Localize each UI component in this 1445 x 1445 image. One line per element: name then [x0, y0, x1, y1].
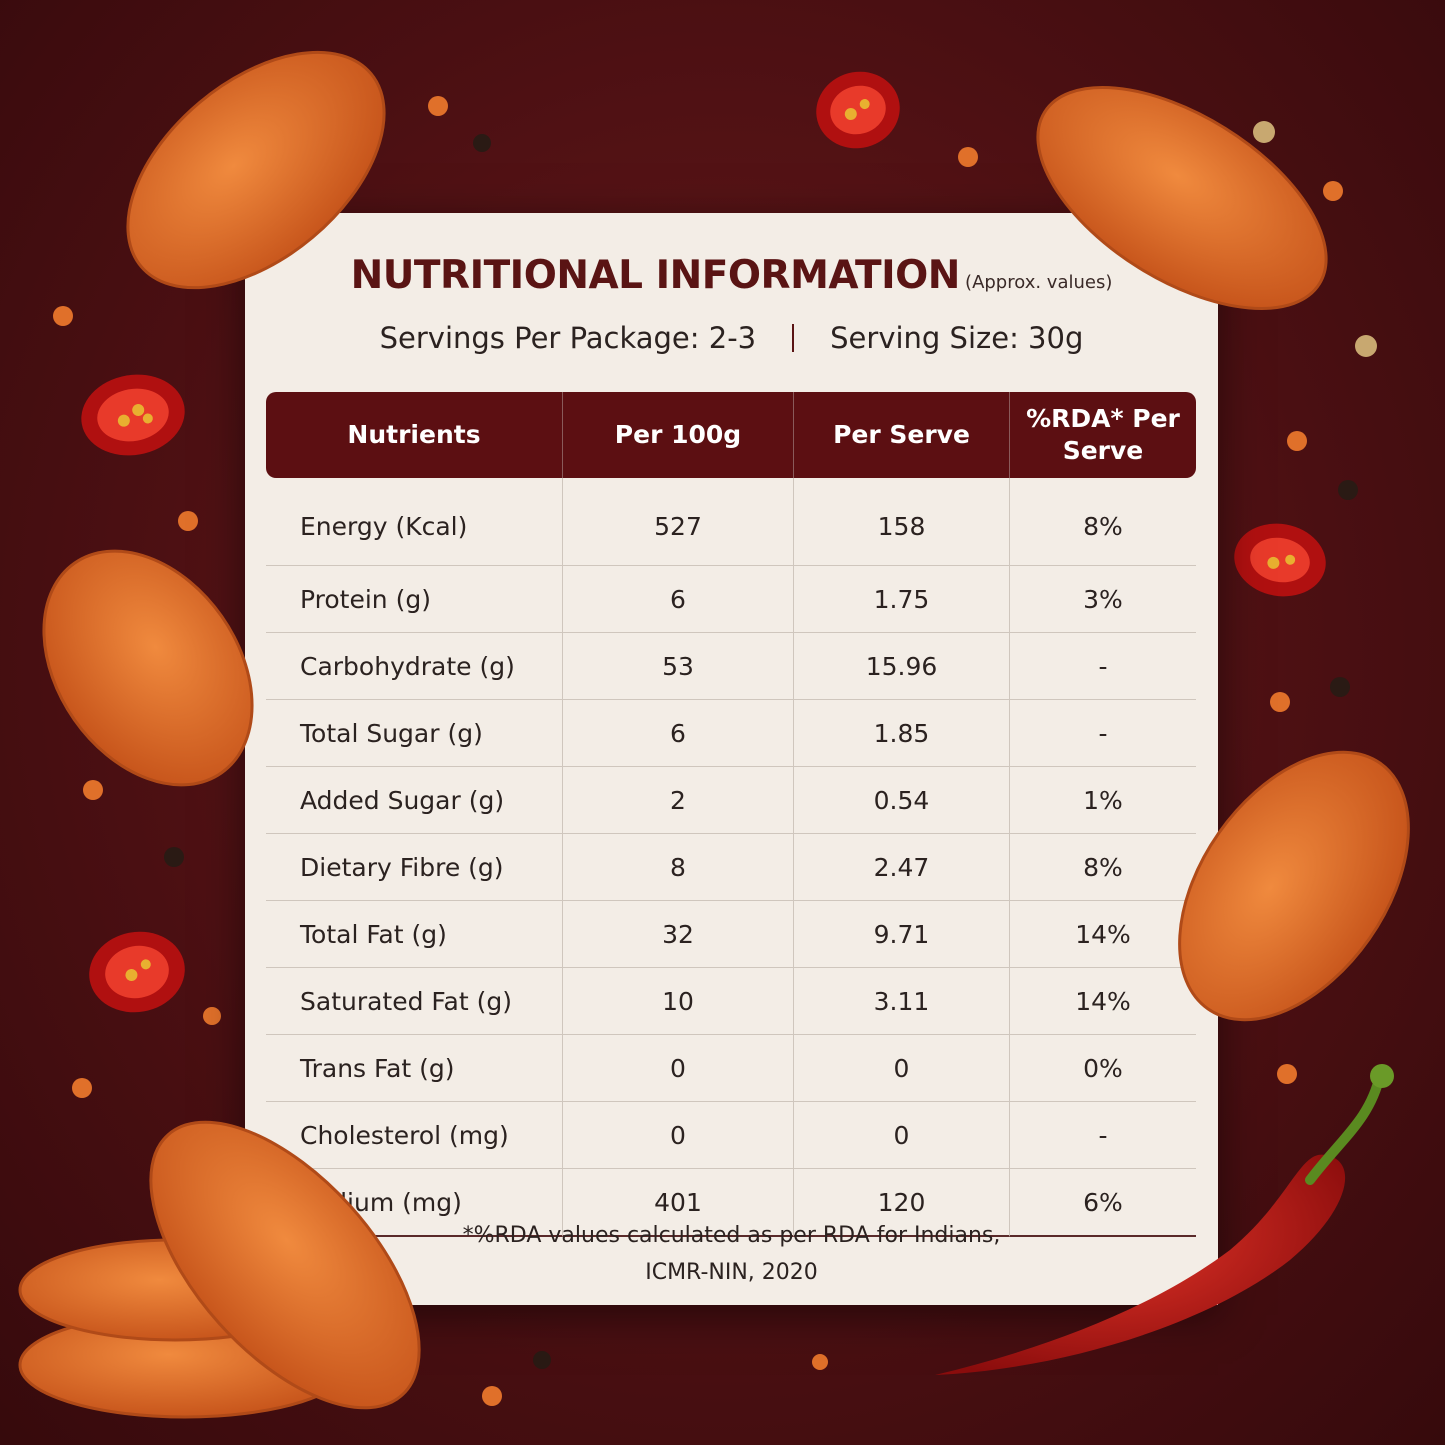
separator [792, 324, 795, 352]
nutrient-value: 0.54 [793, 767, 1009, 834]
table-row: Energy (Kcal) 527 158 8% [266, 478, 1196, 566]
header-row: Nutrients Per 100g Per Serve %RDA* Per Serv… [266, 392, 1196, 478]
table-row: Saturated Fat (g) 10 3.11 14% [266, 968, 1196, 1035]
table-row: Total Sugar (g) 6 1.85- [266, 700, 1196, 767]
nutrient-name: Total Fat (g) [266, 901, 562, 968]
nutrient-value: 401 [562, 1169, 793, 1237]
table-body: Energy (Kcal) 527 158 8% Protein (g) 6 1.75 3% C… [266, 478, 1196, 1237]
nutrient-value: 14% [1009, 968, 1196, 1035]
nutrient-value: 3% [1009, 566, 1196, 633]
table-row: Trans Fat (g) 0 0 0% [266, 1035, 1196, 1102]
nutrient-value: - [1009, 633, 1196, 700]
nutrient-value: 15.96 [793, 633, 1009, 700]
column-header: %RDA* Per Serve [1009, 392, 1196, 478]
nutrient-value: - [1009, 1102, 1196, 1169]
nutrient-value: 158 [793, 478, 1009, 566]
nutrient-name: Added Sugar (g) [266, 767, 562, 834]
peppercorns [164, 134, 1358, 1369]
nutrient-value: - [1009, 700, 1196, 767]
coriander [1253, 121, 1377, 357]
nutrient-name: Total Sugar (g) [266, 700, 562, 767]
nutrient-value: 2 [562, 767, 793, 834]
title-note: (Approx. values) [965, 272, 1113, 293]
nutrition-table: Nutrients Per 100g Per Serve %RDA* Per Serv… [266, 392, 1196, 1237]
nutrient-value: 1% [1009, 767, 1196, 834]
nutrient-value: 8 [562, 834, 793, 901]
table-row: Cholesterol (mg) 0 0- [266, 1102, 1196, 1169]
table-row: Dietary Fibre (g) 8 2.47 8% [266, 834, 1196, 901]
nutrient-value: 8% [1009, 478, 1196, 566]
footnote-line: *%RDA values calculated as per RDA for I… [462, 1223, 1001, 1248]
nutrient-name: Protein (g) [266, 566, 562, 633]
nutrition-card: NUTRITIONAL INFORMATION (Approx. values)… [245, 213, 1218, 1305]
title: NUTRITIONAL INFORMATION [350, 253, 961, 298]
servings-line: Servings Per Package: 2-3 Serving Size: 3… [245, 321, 1218, 355]
serving-size: Serving Size: 30g [830, 321, 1084, 355]
nutrient-value: 0 [793, 1102, 1009, 1169]
nutrient-value: 2.47 [793, 834, 1009, 901]
nutrient-value: 0 [562, 1102, 793, 1169]
nutrient-value: 527 [562, 478, 793, 566]
nutrient-value: 1.75 [793, 566, 1009, 633]
nutrient-value: 14% [1009, 901, 1196, 968]
nutrient-value: 10 [562, 968, 793, 1035]
nutrient-value: 0 [793, 1035, 1009, 1102]
nutrient-name: Saturated Fat (g) [266, 968, 562, 1035]
chili-rings [81, 71, 1326, 1013]
nutrient-value: 120 [793, 1169, 1009, 1237]
table-row: Total Fat (g) 32 9.71 14% [266, 901, 1196, 968]
nutrient-value: 53 [562, 633, 793, 700]
column-header: Per Serve [793, 392, 1009, 478]
nutrient-name: Dietary Fibre (g) [266, 834, 562, 901]
servings-per-package: Servings Per Package: 2-3 [379, 321, 757, 355]
nutrient-name: Carbohydrate (g) [266, 633, 562, 700]
nutrient-name: Trans Fat (g) [266, 1035, 562, 1102]
nutrient-value: 8% [1009, 834, 1196, 901]
nutrient-value: 6 [562, 566, 793, 633]
column-header: Per 100g [562, 392, 793, 478]
footnote: *%RDA values calculated as per RDA for I… [245, 1217, 1218, 1291]
title-line: NUTRITIONAL INFORMATION (Approx. values) [245, 253, 1218, 298]
nutrient-name: Cholesterol (mg) [266, 1102, 562, 1169]
column-header: Nutrients [266, 392, 562, 478]
table-row: Carbohydrate (g) 53 15.96- [266, 633, 1196, 700]
nutrient-value: 3.11 [793, 968, 1009, 1035]
table-row: Protein (g) 6 1.75 3% [266, 566, 1196, 633]
nutrient-value: 1.85 [793, 700, 1009, 767]
nutrient-value: 32 [562, 901, 793, 968]
nutrient-value: 9.71 [793, 901, 1009, 968]
nutrient-value: 0% [1009, 1035, 1196, 1102]
footnote-line: ICMR-NIN, 2020 [645, 1260, 818, 1285]
nutrient-name: Energy (Kcal) [266, 478, 562, 566]
nutrient-value: 0 [562, 1035, 793, 1102]
nutrient-value: 6 [562, 700, 793, 767]
table-row: Added Sugar (g) 2 0.54 1% [266, 767, 1196, 834]
